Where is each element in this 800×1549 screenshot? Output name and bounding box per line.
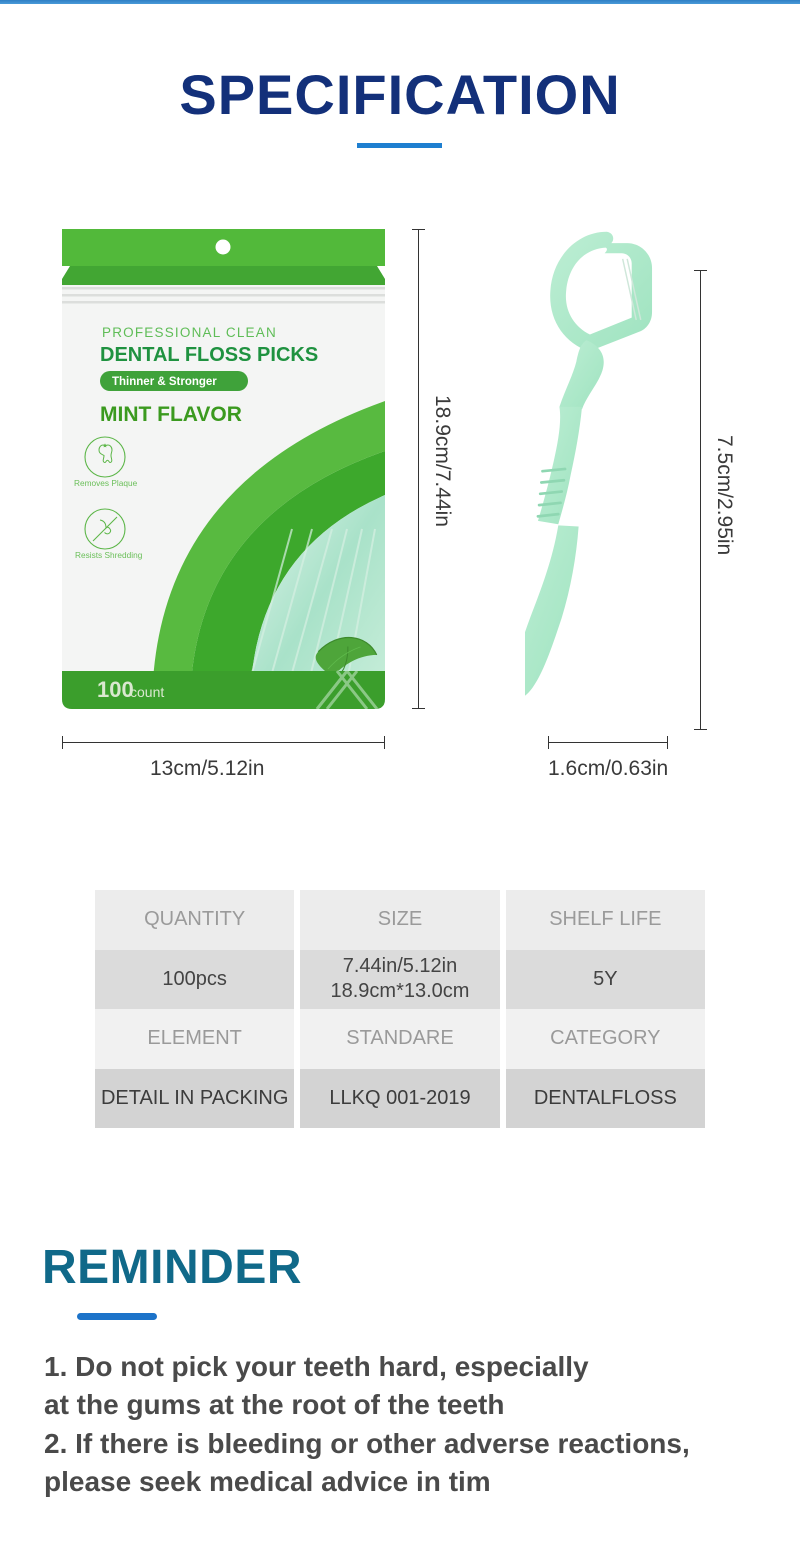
- svg-text:MINT FLAVOR: MINT FLAVOR: [100, 403, 242, 426]
- svg-text:PROFESSIONAL CLEAN: PROFESSIONAL CLEAN: [102, 325, 277, 340]
- svg-text:100: 100: [97, 677, 134, 702]
- svg-text:Resists Shredding: Resists Shredding: [75, 550, 143, 560]
- svg-text:Thinner & Stronger: Thinner & Stronger: [112, 376, 217, 388]
- svg-text:count: count: [130, 684, 164, 700]
- svg-text:DENTAL FLOSS PICKS: DENTAL FLOSS PICKS: [100, 344, 318, 366]
- svg-text:Removes Plaque: Removes Plaque: [74, 478, 138, 488]
